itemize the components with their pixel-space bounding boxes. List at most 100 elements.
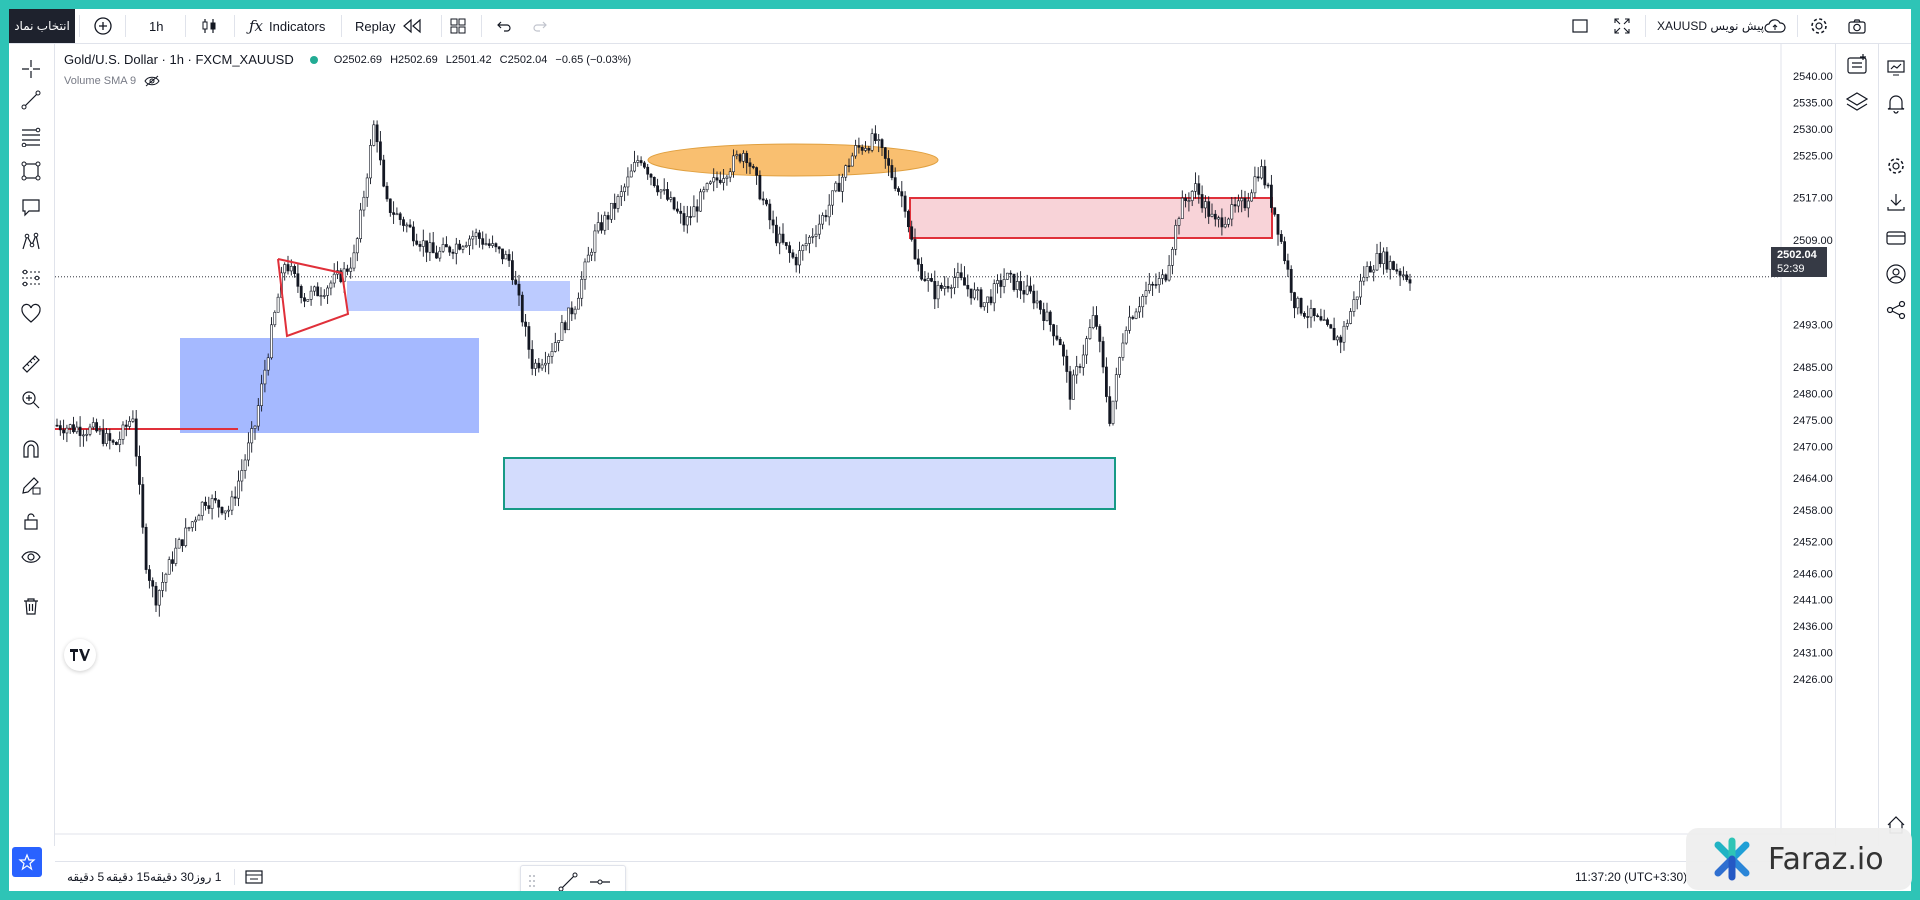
candle-body <box>1395 269 1399 272</box>
alerts-button[interactable] <box>1883 90 1909 116</box>
price-chart[interactable]: 2540.00 2535.00 2530.00 2525.00 2517.00 2509.… <box>55 44 1834 835</box>
screenshot-button[interactable] <box>1847 9 1867 43</box>
undo-button[interactable] <box>495 9 513 43</box>
replay-button[interactable]: Replay <box>355 9 423 43</box>
stay-drawing-tool[interactable] <box>18 472 44 498</box>
range-5m[interactable]: 5 دقیقه <box>67 870 105 884</box>
candle-body <box>692 206 696 218</box>
candle-body <box>62 429 66 434</box>
add-symbol-button[interactable] <box>93 9 113 43</box>
fib-tool[interactable] <box>18 123 44 149</box>
candle-body <box>1085 338 1089 356</box>
candle-body <box>801 245 805 251</box>
date-range-button[interactable] <box>244 862 264 891</box>
fullscreen-button[interactable] <box>1613 9 1631 43</box>
range-15m[interactable]: 15 دقیقه <box>106 870 150 884</box>
candle-body <box>662 189 666 191</box>
candle-body <box>181 539 184 546</box>
lock-tool[interactable] <box>18 508 44 534</box>
price-tick-label: 2458.00 <box>1793 505 1833 517</box>
candle-body <box>1111 400 1115 424</box>
candle-body <box>1237 200 1240 207</box>
candle-body <box>718 179 722 183</box>
shape-tool[interactable] <box>18 158 44 184</box>
ohlc-change: −0.65 (−0.03%) <box>555 53 632 66</box>
candle-body <box>461 246 465 250</box>
symbol-search[interactable]: XAUUSD پیش نویس <box>1657 19 1765 33</box>
download-button[interactable] <box>1883 189 1909 215</box>
watchlist-button[interactable] <box>1844 51 1870 77</box>
candle-body <box>864 148 867 151</box>
ohlc-low: L2501.42 <box>445 53 492 66</box>
layout-button[interactable] <box>449 9 467 43</box>
object-tree-button[interactable] <box>1844 89 1870 115</box>
crosshair-tool[interactable] <box>18 56 44 82</box>
profile-button[interactable] <box>1883 261 1909 287</box>
demand-zone-box[interactable] <box>180 338 479 433</box>
candle-body <box>1005 272 1009 280</box>
candle-body <box>359 209 363 239</box>
favorites-tool[interactable] <box>18 301 44 327</box>
range-30m[interactable]: 30 دقیقه <box>150 870 194 884</box>
market-status-dot <box>309 55 318 64</box>
candle-body <box>953 277 957 288</box>
credit-card-icon <box>1886 231 1906 245</box>
star-icon <box>18 853 36 871</box>
candle-body <box>253 425 257 429</box>
trendline-icon[interactable] <box>557 871 579 891</box>
candle-body <box>784 242 788 246</box>
interval-button[interactable]: 1h <box>149 18 164 34</box>
top-ellipse-marker[interactable] <box>647 143 939 177</box>
candle-body <box>969 288 973 299</box>
candle-body <box>369 145 372 179</box>
range-1d[interactable]: 1 روز <box>194 870 222 884</box>
favorite-star-button[interactable] <box>12 847 42 877</box>
visibility-tool[interactable] <box>18 544 44 570</box>
tradingview-logo[interactable] <box>64 639 96 671</box>
annotation-tool[interactable] <box>18 194 44 220</box>
settings-side-button[interactable] <box>1883 153 1909 179</box>
pattern-tool[interactable] <box>18 229 44 255</box>
zoom-tool[interactable] <box>18 387 44 413</box>
redo-button[interactable] <box>531 9 549 43</box>
symbol-title[interactable]: Gold/U.S. Dollar · 1h · FXCM_XAUUSD <box>64 52 294 67</box>
settings-button[interactable] <box>1809 9 1829 43</box>
candle-body <box>1078 366 1082 368</box>
candle-body <box>708 181 712 184</box>
candle-body <box>263 369 267 385</box>
save-cloud-button[interactable] <box>1763 9 1787 43</box>
chart-widget-button[interactable] <box>1883 55 1909 81</box>
support-zone-box[interactable] <box>503 457 1116 510</box>
candle-body <box>1012 273 1016 290</box>
indicators-button[interactable]: ƒx Indicators <box>249 9 325 43</box>
chart-type-button[interactable] <box>200 9 218 43</box>
clock-timezone[interactable]: 11:37:20 (UTC+3:30) <box>1575 870 1688 884</box>
drag-handle-icon[interactable] <box>527 873 537 889</box>
trendline-tool[interactable] <box>18 87 44 113</box>
account-card-button[interactable] <box>1883 225 1909 251</box>
hidden-eye-icon[interactable] <box>144 75 160 87</box>
candle-body <box>1144 290 1148 297</box>
small-zone-box[interactable] <box>347 281 570 311</box>
candle-body <box>1243 198 1247 209</box>
fullscreen-square-button[interactable] <box>1571 9 1589 43</box>
candle-body <box>999 280 1003 287</box>
candle-body <box>847 165 851 167</box>
prediction-tool[interactable] <box>18 265 44 291</box>
share-button[interactable] <box>1883 297 1909 323</box>
candle-body <box>1372 269 1376 273</box>
candle-body <box>454 243 458 254</box>
wedge-triangle-drawing[interactable] <box>277 258 350 338</box>
candle-body <box>375 124 379 143</box>
candle-body <box>435 252 438 259</box>
candle-body <box>613 202 617 209</box>
measure-tool[interactable] <box>18 351 44 377</box>
symbol-select-button[interactable]: انتخاب نماد <box>9 9 75 43</box>
candle-body <box>1091 315 1095 328</box>
candle-body <box>398 213 402 220</box>
horizontal-line-icon[interactable] <box>589 871 611 891</box>
indicator-name[interactable]: Volume SMA 9 <box>64 75 137 87</box>
remove-drawings-tool[interactable] <box>18 593 44 619</box>
candle-body <box>124 424 128 427</box>
magnet-tool[interactable] <box>18 436 44 462</box>
